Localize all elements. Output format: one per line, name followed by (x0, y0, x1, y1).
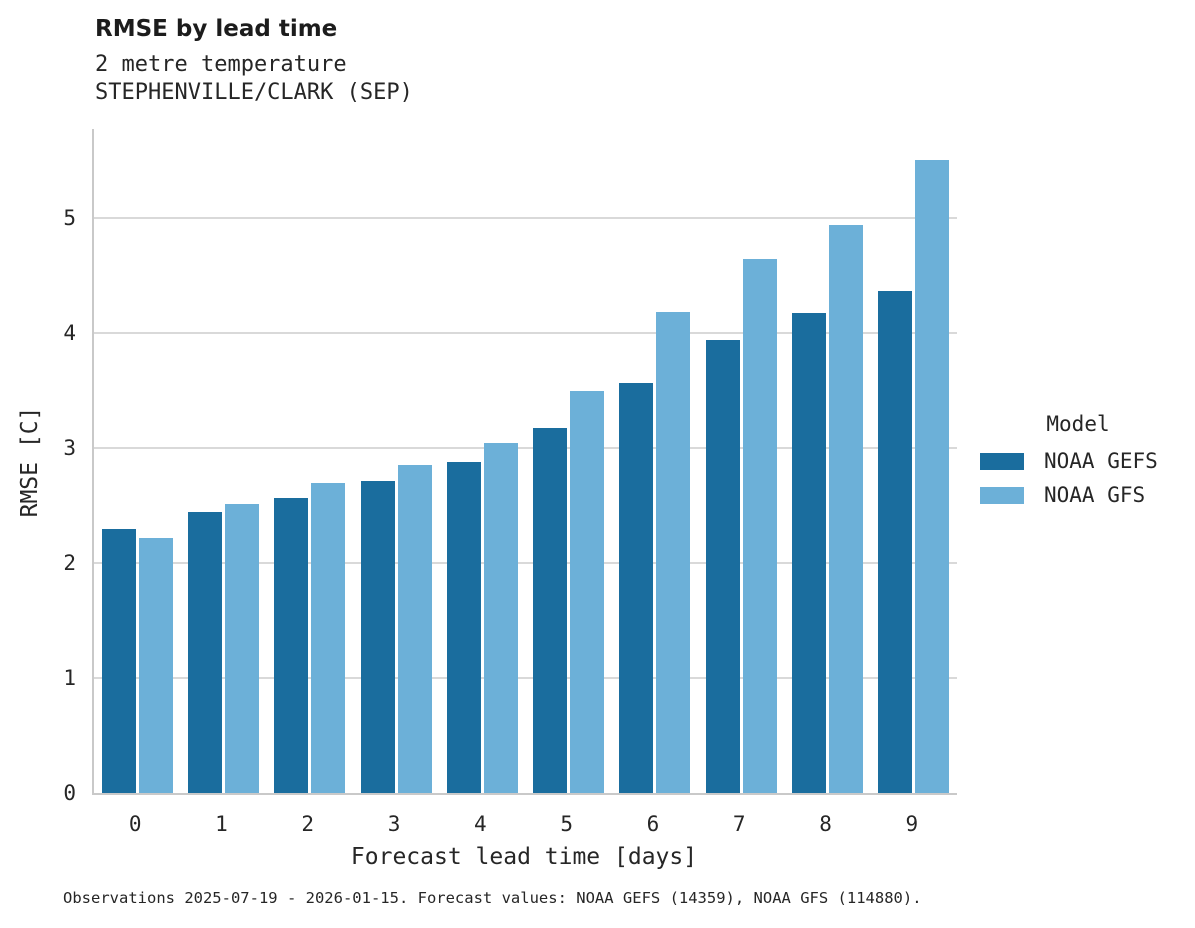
bar-noaa-gfs-day-8 (829, 224, 864, 793)
bar-group-day-8 (792, 129, 864, 793)
legend-item-noaa-gfs: NOAA GFS (980, 480, 1176, 510)
bar-group-day-6 (619, 129, 691, 793)
y-tick-label-0: 0 (63, 781, 76, 805)
bar-noaa-gfs-day-0 (138, 537, 173, 793)
legend: Model NOAA GEFS NOAA GFS (980, 410, 1176, 510)
bar-noaa-gfs-day-9 (915, 160, 950, 793)
y-tick-label-5: 5 (63, 205, 76, 230)
chart-subtitle-station: STEPHENVILLE/CLARK (SEP) (95, 80, 413, 105)
x-tick-label-2: 2 (301, 812, 315, 836)
bar-noaa-gefs-day-1 (187, 512, 222, 793)
bar-group-day-9 (878, 129, 950, 793)
plot-area (92, 129, 957, 795)
bar-group-day-5 (533, 129, 605, 793)
bar-noaa-gfs-day-1 (224, 504, 259, 793)
x-tick-label-0: 0 (128, 812, 142, 836)
bar-noaa-gefs-day-8 (792, 313, 827, 793)
gridline-y-5 (94, 216, 957, 219)
x-tick-label-3: 3 (387, 812, 401, 836)
legend-title: Model (1046, 412, 1110, 436)
x-tick-label-7: 7 (732, 812, 746, 836)
bar-noaa-gefs-day-7 (705, 339, 740, 793)
bar-group-day-0 (101, 129, 173, 793)
bar-noaa-gfs-day-3 (397, 465, 432, 793)
legend-item-noaa-gefs: NOAA GEFS (980, 446, 1176, 476)
bar-noaa-gefs-day-0 (101, 529, 136, 793)
bar-noaa-gefs-day-2 (274, 498, 309, 793)
y-tick-label-3: 3 (63, 435, 76, 460)
x-tick-label-9: 9 (905, 812, 919, 836)
bar-noaa-gfs-day-7 (742, 259, 777, 793)
chart-title: RMSE by lead time (95, 16, 338, 42)
legend-swatch-noaa-gfs (980, 486, 1024, 504)
x-tick-label-1: 1 (215, 812, 228, 836)
bar-noaa-gfs-day-6 (656, 311, 691, 793)
legend-label-noaa-gfs: NOAA GFS (1044, 483, 1146, 507)
legend-items: NOAA GEFS NOAA GFS (980, 446, 1176, 510)
bar-noaa-gfs-day-4 (483, 443, 518, 793)
bar-noaa-gefs-day-5 (533, 428, 568, 793)
bar-noaa-gefs-day-4 (446, 461, 481, 793)
bar-noaa-gefs-day-9 (878, 291, 913, 793)
y-tick-label-1: 1 (63, 665, 76, 690)
legend-label-noaa-gefs: NOAA GEFS (1044, 449, 1158, 473)
x-tick-label-6: 6 (646, 812, 660, 836)
bar-noaa-gfs-day-5 (570, 391, 605, 793)
bar-group-day-3 (360, 129, 432, 793)
x-axis-title: Forecast lead time [days] (350, 844, 698, 870)
bar-noaa-gfs-day-2 (311, 483, 346, 793)
gridline-y-3 (94, 446, 957, 449)
bar-group-day-7 (705, 129, 777, 793)
x-tick-label-8: 8 (819, 812, 832, 836)
bar-group-day-2 (274, 129, 346, 793)
bar-group-day-1 (187, 129, 259, 793)
x-tick-label-4: 4 (474, 812, 487, 836)
gridline-y-4 (94, 331, 957, 334)
x-tick-label-5: 5 (560, 812, 573, 836)
footer-caption: Observations 2025-07-19 - 2026-01-15. Fo… (63, 889, 922, 907)
bar-group-day-4 (446, 129, 518, 793)
y-axis-title: RMSE [C] (17, 406, 43, 518)
gridline-y-2 (94, 561, 957, 564)
bar-noaa-gefs-day-6 (619, 383, 654, 793)
chart-subtitle-variable: 2 metre temperature (95, 52, 347, 77)
legend-swatch-noaa-gefs (980, 452, 1024, 470)
gridline-y-1 (94, 676, 957, 679)
bar-noaa-gefs-day-3 (360, 481, 395, 793)
y-tick-label-2: 2 (63, 550, 76, 575)
y-tick-label-4: 4 (63, 320, 76, 345)
